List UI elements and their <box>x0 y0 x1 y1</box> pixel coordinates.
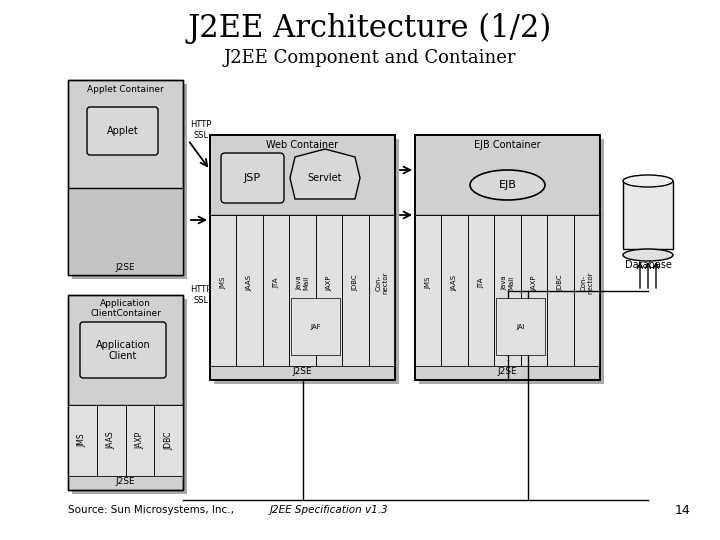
Text: JAAS: JAAS <box>107 431 116 449</box>
Bar <box>68 80 183 275</box>
Text: JDBC: JDBC <box>557 275 563 291</box>
Ellipse shape <box>623 175 673 187</box>
Bar <box>68 295 183 490</box>
Bar <box>68 80 183 275</box>
Text: J2SE: J2SE <box>116 262 135 272</box>
Text: JDBC: JDBC <box>164 431 173 450</box>
Text: J2EE Specification v1.3: J2EE Specification v1.3 <box>270 505 389 515</box>
Bar <box>521 215 547 366</box>
FancyBboxPatch shape <box>87 107 158 155</box>
Text: JAAS: JAAS <box>247 275 253 291</box>
Text: JDBC: JDBC <box>352 275 359 291</box>
Bar <box>342 215 369 366</box>
Text: Con-
nector: Con- nector <box>580 272 593 294</box>
Text: HTTP
SSL: HTTP SSL <box>190 120 212 140</box>
Ellipse shape <box>470 170 545 200</box>
Bar <box>289 215 315 366</box>
Text: Con-
nector: Con- nector <box>375 272 388 294</box>
Bar <box>68 405 96 476</box>
Text: J2SE: J2SE <box>116 477 135 487</box>
Bar <box>369 215 395 366</box>
Bar <box>547 215 574 366</box>
Ellipse shape <box>623 249 673 261</box>
Bar <box>210 135 395 380</box>
Text: Application: Application <box>96 340 150 350</box>
Text: JTA: JTA <box>478 278 484 288</box>
Text: J2SE: J2SE <box>293 368 312 376</box>
Bar <box>419 139 604 384</box>
Text: JAI: JAI <box>516 324 525 330</box>
Bar <box>574 215 600 366</box>
Bar <box>68 295 183 490</box>
Bar <box>441 215 468 366</box>
Text: Servlet: Servlet <box>307 173 342 183</box>
Text: Applet: Applet <box>107 126 138 136</box>
Text: ClientContainer: ClientContainer <box>90 308 161 318</box>
Text: JSP: JSP <box>244 173 261 183</box>
Text: JMS: JMS <box>426 277 431 289</box>
Bar <box>214 139 399 384</box>
Text: Database: Database <box>624 260 672 270</box>
Text: JAXP: JAXP <box>326 275 332 291</box>
Text: JAXP: JAXP <box>531 275 537 291</box>
Bar <box>496 298 545 355</box>
Bar <box>210 135 395 380</box>
Text: Applet Container: Applet Container <box>87 84 164 93</box>
Text: EJB Container: EJB Container <box>474 140 541 150</box>
Text: HTTP
SSL: HTTP SSL <box>190 285 212 305</box>
Text: Application: Application <box>100 300 151 308</box>
Bar <box>154 405 183 476</box>
Bar <box>415 135 600 380</box>
Text: Web Container: Web Container <box>266 140 338 150</box>
Bar <box>210 215 236 366</box>
Bar <box>263 215 289 366</box>
FancyBboxPatch shape <box>80 322 166 378</box>
Bar <box>623 181 673 249</box>
Bar <box>292 298 340 355</box>
Text: JAXP: JAXP <box>135 432 145 449</box>
Bar <box>236 215 263 366</box>
Text: JAF: JAF <box>310 324 321 330</box>
Bar <box>96 405 125 476</box>
Text: 14: 14 <box>674 503 690 516</box>
FancyBboxPatch shape <box>221 153 284 203</box>
Text: EJB: EJB <box>498 180 516 190</box>
Text: J2EE Architecture (1/2): J2EE Architecture (1/2) <box>188 12 552 44</box>
Bar <box>415 135 600 380</box>
Bar <box>495 215 521 366</box>
Text: J2EE Component and Container: J2EE Component and Container <box>224 49 516 67</box>
Bar <box>125 405 154 476</box>
Bar <box>415 215 441 366</box>
Text: Source: Sun Microsystems, Inc.,: Source: Sun Microsystems, Inc., <box>68 505 238 515</box>
Text: JTA: JTA <box>273 278 279 288</box>
Text: JMS: JMS <box>78 434 87 447</box>
Text: Java
Mail: Java Mail <box>501 275 514 291</box>
Text: Client: Client <box>109 351 138 361</box>
Bar <box>315 215 342 366</box>
Bar <box>68 188 183 275</box>
Bar <box>468 215 495 366</box>
Polygon shape <box>290 149 360 199</box>
Text: J2SE: J2SE <box>498 368 517 376</box>
Text: JMS: JMS <box>220 277 226 289</box>
Text: Java
Mail: Java Mail <box>296 275 309 291</box>
Text: JAAS: JAAS <box>451 275 458 291</box>
Bar <box>72 299 187 494</box>
Bar <box>72 84 187 279</box>
